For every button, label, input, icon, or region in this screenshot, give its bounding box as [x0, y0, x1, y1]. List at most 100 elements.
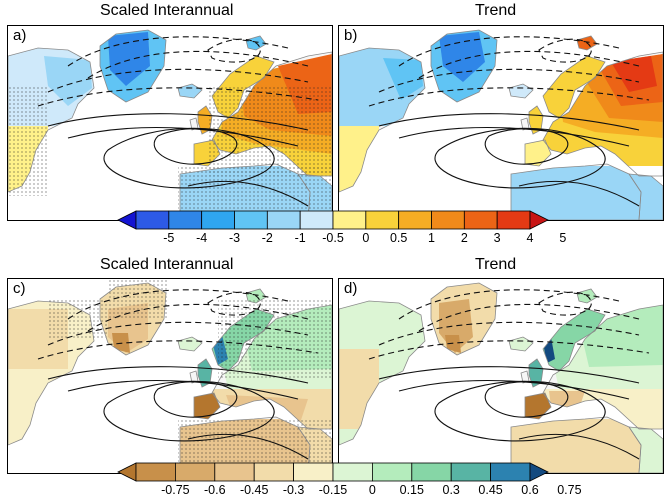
- coastline-eurasia: [542, 51, 663, 177]
- pressure-contour: [47, 68, 309, 93]
- pressure-contour: [37, 340, 319, 360]
- colorbar-bottom-tick-label: 0.15: [399, 483, 424, 497]
- pressure-contour: [67, 126, 299, 147]
- colorbar-top-tick-label: 1: [428, 231, 435, 245]
- colorbar-bottom-tick-label: -0.3: [282, 483, 305, 497]
- colorbar-bottom-tick-label: -0.75: [161, 483, 190, 497]
- coastline-greenland: [99, 29, 167, 103]
- panel-b-map-graphic: [339, 29, 663, 220]
- pressure-contour: [378, 113, 640, 131]
- colorbar-bottom-tick-label: 0.3: [442, 483, 460, 497]
- colorbar-top-low-arrow: [117, 210, 137, 230]
- colorbar-top-swatch: [135, 210, 170, 230]
- landmass-ireland: [521, 371, 529, 383]
- anomaly-shading: [577, 289, 597, 303]
- colorbar-top-tick-label: 0.5: [389, 231, 408, 245]
- pressure-contour: [434, 380, 606, 442]
- anomaly-shading: [44, 56, 92, 106]
- colorbar-bottom-tick-label: -0.45: [239, 483, 269, 497]
- colorbar-bottom-swatch: [135, 462, 176, 482]
- coastline-eurasia: [211, 304, 332, 430]
- panel-c-title: Scaled Interannual: [100, 256, 234, 273]
- pressure-contour: [67, 36, 289, 67]
- panel-b-letter: b): [342, 27, 360, 44]
- colorbar-top: -5 -4 -3 -2 -1 -0.5 0 0.5 1 2 3 4 5: [117, 210, 566, 245]
- colorbar-bottom-swatch: [450, 462, 492, 482]
- anomaly-shading: [611, 56, 657, 92]
- colorbar-top-high-arrow: [529, 210, 549, 230]
- colorbar-top-tick-label: 0: [362, 231, 370, 245]
- panel-c-map-graphic: [8, 279, 332, 473]
- landmass-ireland: [190, 118, 198, 130]
- coastline-scandinavia: [211, 308, 275, 372]
- panel-b-map: b): [338, 25, 664, 221]
- panel-d-map-graphic: [339, 282, 663, 473]
- pressure-contour: [368, 87, 650, 107]
- colorbar-bottom-swatch: [293, 462, 334, 482]
- panel-a-map: a): [7, 25, 333, 221]
- colorbar-bottom-swatch: [332, 462, 373, 482]
- colorbar-top-swatch: [299, 210, 334, 230]
- landmass-ireland: [521, 118, 529, 130]
- colorbar-bottom-tick-label: -0.6: [204, 483, 226, 497]
- pressure-contour: [37, 87, 319, 107]
- colorbar-bottom-low-arrow: [117, 462, 137, 482]
- colorbar-top-swatch: [463, 210, 498, 230]
- colorbar-top-swatch: [365, 210, 400, 230]
- colorbar-top-tick-label: -5: [163, 231, 175, 245]
- pressure-contour: [518, 433, 640, 460]
- coastline-svalbard: [245, 288, 267, 304]
- anomaly-shading: [511, 166, 641, 220]
- colorbar-bottom-tick-label: -0.15: [318, 483, 348, 497]
- coastline-arabia: [628, 173, 663, 220]
- pressure-contour: [207, 291, 261, 316]
- colorbar-top-tick-label: -1: [294, 231, 306, 245]
- colorbar-top-tick-label: 3: [493, 231, 501, 245]
- coastline-iberia: [193, 139, 221, 167]
- significance-stipple: [48, 299, 108, 339]
- colorbar-top-swatch: [266, 210, 301, 230]
- panel-a-letter: a): [11, 27, 29, 44]
- pressure-contour: [87, 303, 309, 332]
- pressure-contour: [153, 128, 238, 165]
- coastline-iberia: [524, 392, 552, 420]
- coastline-iceland: [508, 83, 534, 99]
- pressure-contour: [153, 381, 238, 418]
- coastline-scandinavia: [542, 308, 606, 372]
- colorbar-top-swatch: [431, 210, 465, 230]
- colorbar-bottom-high-arrow: [529, 462, 549, 482]
- panel-a-title: Scaled Interannual: [100, 2, 234, 19]
- coastline-iberia: [524, 139, 552, 167]
- colorbar-bottom-swatch: [411, 462, 452, 482]
- panel-d-letter: d): [342, 280, 360, 297]
- pressure-contour: [47, 366, 309, 384]
- colorbar-top-swatch: [234, 210, 268, 230]
- pressure-contour: [484, 381, 569, 418]
- pressure-contour: [378, 68, 640, 93]
- pressure-contour: [47, 321, 309, 346]
- coastline-arabia: [297, 173, 332, 220]
- colorbar-top-tick-label: -3: [228, 231, 241, 245]
- pressure-contour: [434, 127, 606, 189]
- coastline-n-america: [8, 47, 95, 193]
- pressure-contour: [378, 366, 640, 384]
- coastline-scandinavia: [542, 55, 606, 119]
- colorbar-top-swatch: [398, 210, 432, 230]
- panel-c-map: c): [7, 278, 333, 474]
- anomaly-shading: [439, 32, 485, 82]
- anomaly-shading: [445, 335, 461, 353]
- anomaly-shading: [178, 84, 202, 98]
- colorbar-bottom-swatch: [490, 462, 531, 482]
- colorbar-bottom-tick-label: 0: [368, 483, 376, 497]
- pressure-contour: [418, 303, 640, 332]
- coastline-svalbard: [576, 35, 598, 51]
- pressure-contour: [103, 380, 275, 442]
- colorbar-bottom-swatch: [371, 462, 413, 482]
- colorbar-top-swatch: [496, 210, 531, 230]
- pressure-contour: [103, 127, 275, 189]
- pressure-contour: [187, 180, 309, 207]
- colorbar-top-tick-label: -0.5: [322, 231, 344, 245]
- anomaly-shading: [577, 36, 597, 50]
- pressure-contour: [398, 289, 620, 320]
- colorbar-top-swatch: [332, 210, 367, 230]
